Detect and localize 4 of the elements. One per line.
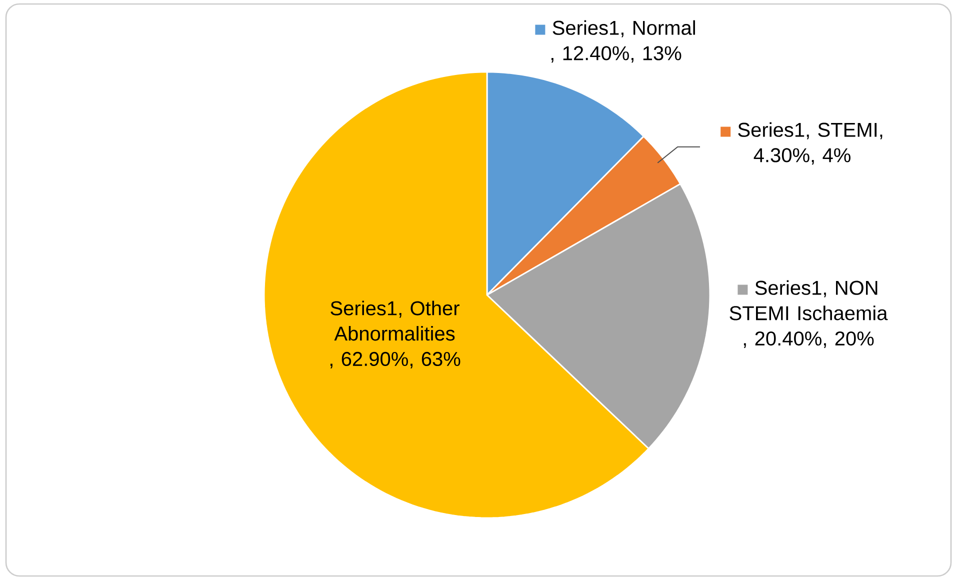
data-label: Series1, NON STEMI Ischaemia , 20.40%, 20% (730, 280, 888, 348)
data-label: Series1, Normal , 12.40%, 13% (551, 20, 695, 63)
data-label: Series1, STEMI, 4.30%, 4% (738, 122, 882, 165)
data-label: Series1, Other Abnormalities , 62.90%, 63% (330, 300, 460, 368)
